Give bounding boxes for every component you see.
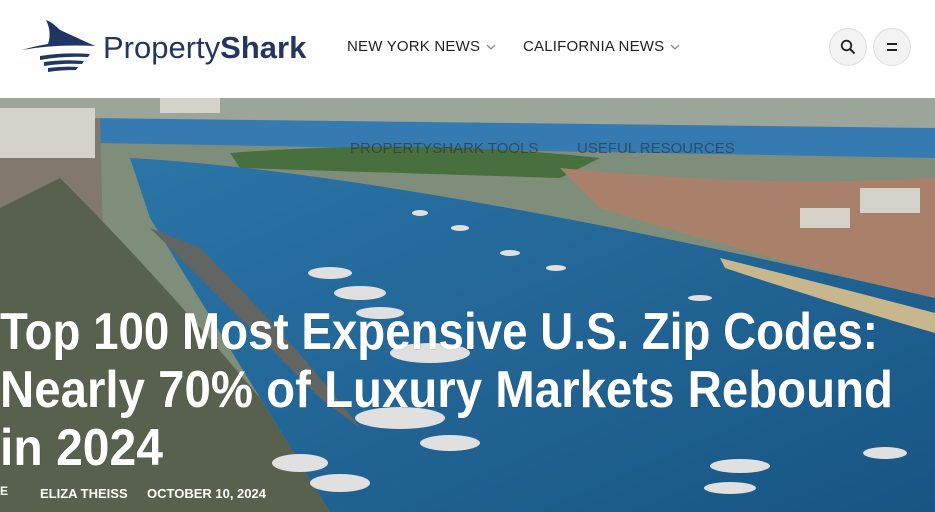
hero-image	[0, 98, 935, 512]
author[interactable]: ELIZA THEISS	[40, 486, 128, 501]
search-icon	[840, 39, 856, 55]
avatar-alt: E	[0, 484, 9, 498]
logo-icon	[22, 20, 95, 72]
logo-text: PropertyShark	[103, 30, 307, 65]
boats	[272, 210, 907, 494]
title-line: in 2024	[0, 419, 163, 477]
date: OCTOBER 10, 2024	[147, 486, 266, 501]
chevron	[670, 44, 680, 50]
nav-label: CALIFORNIA NEWS	[523, 38, 665, 55]
nav-label: NEW YORK NEWS	[347, 38, 481, 55]
title-line: Top 100 Most Expensive U.S. Zip Codes:	[0, 303, 878, 361]
article-title[interactable]: Top 100 Most Expensive U.S. Zip Codes: N…	[0, 98, 935, 512]
hidden-nav-link[interactable]: USEFUL RESOURCES	[577, 140, 735, 157]
hidden-nav-link[interactable]: PROPERTYSHARK TOOLS	[350, 140, 539, 157]
author-avatar: E	[0, 484, 24, 504]
nav-link[interactable]: NEW YORK NEWS	[347, 38, 496, 55]
logo[interactable]: PropertyShark	[0, 0, 330, 98]
search-button[interactable]	[829, 28, 867, 66]
logo-part1: Property	[103, 30, 221, 65]
nav-link[interactable]: CALIFORNIA NEWS	[523, 38, 680, 55]
header: PropertyShark NEW YORK NEWS CALIFORNIA N…	[0, 0, 935, 98]
chevron	[486, 44, 496, 50]
title-line: Nearly 70% of Luxury Markets Rebound	[0, 361, 893, 419]
menu-icon	[887, 43, 897, 51]
menu-button[interactable]	[873, 28, 911, 66]
logo-part2: Shark	[220, 30, 307, 65]
hero: PROPERTYSHARK TOOLS USEFUL RESOURCES Top…	[0, 98, 935, 512]
